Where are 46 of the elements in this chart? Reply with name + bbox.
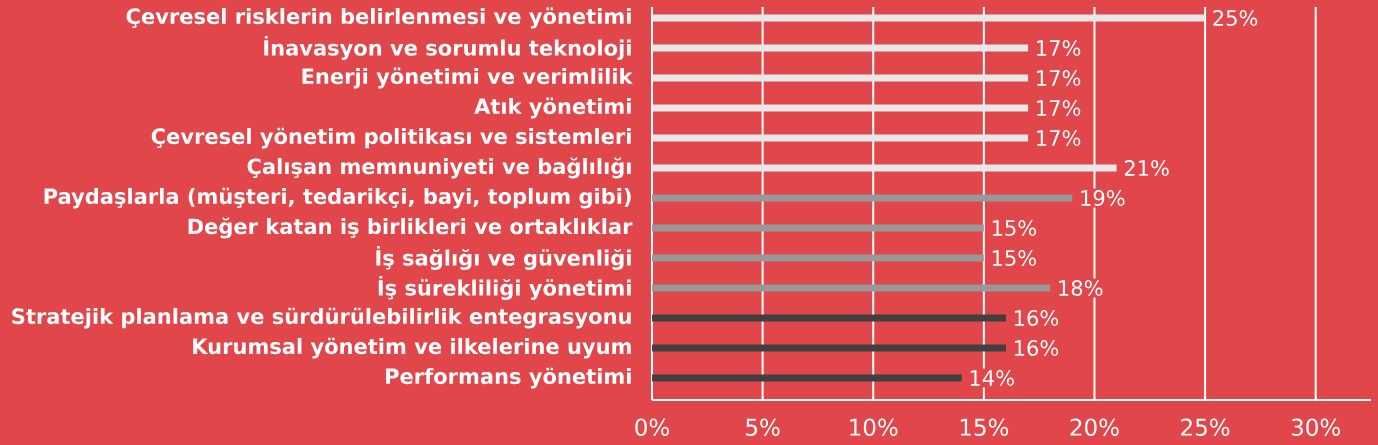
- bar: [652, 104, 1029, 112]
- x-tick-label: 30%: [1291, 418, 1340, 436]
- data-label: 25%: [1213, 10, 1258, 26]
- data-label: 21%: [1124, 160, 1169, 176]
- bar: [652, 134, 1029, 142]
- x-tick-label: 0%: [635, 418, 669, 436]
- x-tick-label: 20%: [1070, 418, 1119, 436]
- data-label: 18%: [1059, 280, 1103, 296]
- data-label: 14%: [970, 370, 1014, 386]
- bar: [652, 314, 1006, 322]
- x-tick-label: 5%: [746, 418, 780, 436]
- y-tick-label: Atık yönetimi: [474, 97, 631, 119]
- data-label: 19%: [1081, 190, 1125, 206]
- data-label: 17%: [1037, 100, 1081, 116]
- y-tick-label: Stratejik planlama ve sürdürülebilirlik entegrasyonu: [12, 307, 631, 329]
- data-label: 15%: [992, 250, 1037, 266]
- y-tick-label: Çevresel yönetim politikası ve sistemleri: [151, 127, 631, 149]
- bar: [652, 194, 1073, 202]
- y-tick-label: İş sürekliliği yönetimi: [378, 276, 631, 301]
- x-tick-label: 10%: [850, 418, 898, 436]
- bar: [652, 164, 1117, 172]
- bar: [652, 74, 1029, 82]
- x-tick-label: 25%: [1181, 418, 1230, 436]
- data-label: 16%: [1014, 340, 1059, 356]
- data-label: 17%: [1037, 130, 1081, 146]
- bar: [652, 254, 984, 262]
- y-tick-label: Enerji yönetimi ve verimlilik: [302, 67, 633, 89]
- bar: [652, 374, 962, 382]
- data-label: 16%: [1014, 310, 1059, 326]
- bar: [652, 224, 984, 232]
- bar: [652, 44, 1029, 52]
- x-tick-label: 15%: [960, 418, 1009, 436]
- y-tick-label: Performans yönetimi: [386, 367, 631, 389]
- bar: [652, 284, 1051, 292]
- data-label: 15%: [992, 220, 1037, 236]
- y-tick-label: Paydaşlarla (müşteri, tedarikçi, bayi, toplum gibi): [44, 187, 631, 209]
- y-tick-label: Değer katan iş birlikleri ve ortaklıklar: [188, 217, 633, 239]
- y-tick-label: İnavasyon ve sorumlu teknoloji: [264, 36, 631, 61]
- data-label: 17%: [1037, 70, 1081, 86]
- bar: [652, 14, 1206, 22]
- y-tick-label: Çalışan memnuniyeti ve bağlılığı: [247, 157, 631, 179]
- y-tick-label: İş sağlığı ve güvenliği: [376, 246, 631, 271]
- y-tick-label: Çevresel risklerin belirlenmesi ve yönetimi: [126, 7, 631, 29]
- data-label: 17%: [1037, 40, 1081, 56]
- bar: [652, 344, 1006, 352]
- y-tick-label: Kurumsal yönetim ve ilkelerine uyum: [193, 337, 631, 359]
